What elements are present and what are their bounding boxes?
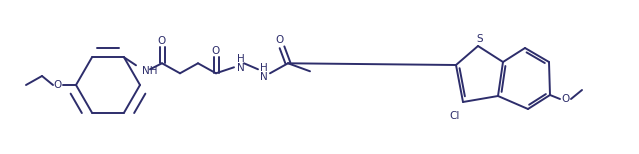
Text: O: O <box>562 94 570 104</box>
Text: O: O <box>54 80 62 90</box>
Text: O: O <box>212 46 220 56</box>
Text: H: H <box>260 63 268 73</box>
Text: S: S <box>477 34 483 44</box>
Text: Cl: Cl <box>450 111 460 121</box>
Text: NH: NH <box>142 66 157 76</box>
Text: N: N <box>237 63 245 73</box>
Text: O: O <box>276 35 284 45</box>
Text: O: O <box>158 36 166 46</box>
Text: H: H <box>237 54 245 64</box>
Text: N: N <box>260 72 268 82</box>
